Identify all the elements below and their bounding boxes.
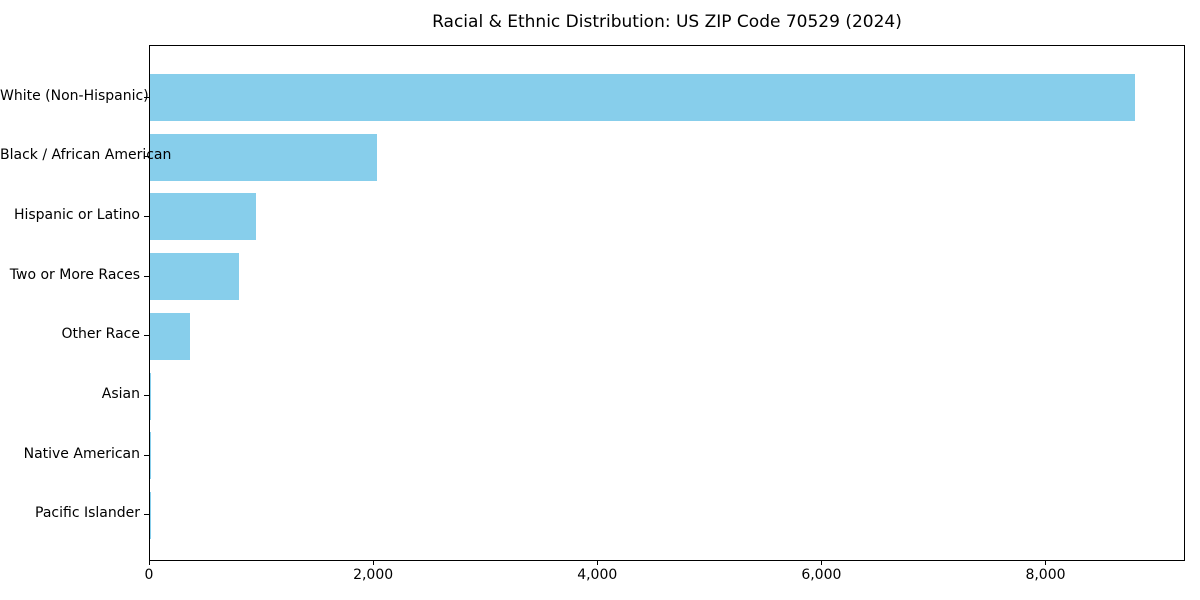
y-axis-tick xyxy=(144,156,149,158)
bar xyxy=(150,74,1135,121)
x-axis-tick-label: 0 xyxy=(144,567,154,583)
y-axis-label: Pacific Islander xyxy=(35,505,140,522)
plot-area xyxy=(149,45,1185,561)
y-axis-label: Hispanic or Latino xyxy=(13,206,140,223)
x-axis-tick xyxy=(597,561,599,565)
y-axis-tick xyxy=(144,335,149,337)
y-axis-label: White (Non-Hispanic) xyxy=(0,87,149,104)
y-axis-tick xyxy=(144,514,149,516)
y-axis-label: Black / African American xyxy=(0,147,172,164)
x-axis-tick-label: 2,000 xyxy=(353,567,394,583)
y-axis-label: Other Race xyxy=(61,326,140,343)
x-axis-tick xyxy=(1045,561,1047,565)
x-axis-tick-label: 4,000 xyxy=(577,567,618,583)
y-axis-label: Asian xyxy=(101,386,140,402)
chart-title: Racial & Ethnic Distribution: US ZIP Cod… xyxy=(432,12,902,32)
x-axis-tick-label: 8,000 xyxy=(1025,567,1066,583)
y-axis-tick xyxy=(144,275,149,277)
y-axis-label: Two or More Races xyxy=(9,266,140,283)
y-axis-tick xyxy=(144,395,149,396)
bar xyxy=(150,193,256,241)
x-axis-tick xyxy=(373,561,375,565)
x-axis-tick-label: 6,000 xyxy=(801,567,842,583)
bar xyxy=(150,432,151,480)
x-axis-tick xyxy=(149,561,150,565)
y-axis-tick xyxy=(144,215,149,217)
y-axis-tick xyxy=(144,454,149,456)
bar xyxy=(150,312,190,360)
x-axis-tick xyxy=(821,561,823,565)
bar xyxy=(150,133,378,181)
bar xyxy=(150,253,239,301)
bar xyxy=(150,372,152,420)
y-axis-tick xyxy=(144,96,149,98)
y-axis-label: Native American xyxy=(23,445,140,462)
